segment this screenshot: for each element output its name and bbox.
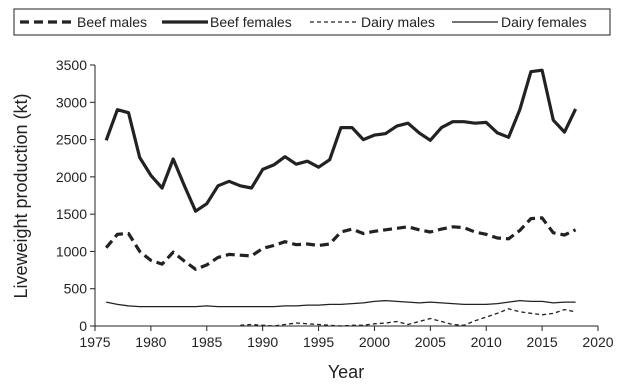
y-tick-label: 2000 [56,169,87,185]
y-ticks: 0 500 1000 1500 2000 2500 3000 3500 [56,57,95,334]
y-axis: 0 500 1000 1500 2000 2500 3000 3500 [56,57,96,334]
x-tick-label: 2020 [582,334,613,350]
x-tick-label: 2010 [471,334,502,350]
legend-label-beef-males: Beef males [77,14,147,30]
legend-entry-dairy-males: Dairy males [310,14,435,30]
x-tick-label: 1980 [135,334,166,350]
legend: Beef males Beef females Dairy males Dair… [13,8,611,36]
series-line-beef-females [104,68,578,213]
y-tick-label: 3500 [56,57,87,73]
y-tick-label: 0 [79,318,87,334]
legend-label-beef-females: Beef females [210,14,292,30]
y-axis-title: Liveweight production (kt) [11,93,31,298]
x-axis-title: Year [328,362,364,382]
series-line-beef-males [104,216,577,271]
x-tick-label: 1995 [303,334,334,350]
x-tick-label: 2015 [527,334,558,350]
series-layer [104,68,578,327]
x-tick-label: 2000 [359,334,390,350]
series-line-dairy-females [106,299,576,308]
series-line-dairy-males [240,308,576,327]
x-axis: 1975 1980 1985 1990 1995 2000 2005 2010 2015 2020 [79,325,614,350]
legend-entry-dairy-females: Dairy females [452,14,587,30]
x-ticks: 1975 1980 1985 1990 1995 2000 2005 2010 2015 2020 [79,326,614,350]
legend-entry-beef-males: Beef males [20,14,147,30]
y-tick-label: 2500 [56,132,87,148]
y-tick-label: 500 [64,281,88,297]
y-tick-label: 1500 [56,206,87,222]
legend-label-dairy-males: Dairy males [361,14,435,30]
x-tick-label: 2005 [415,334,446,350]
x-tick-label: 1975 [79,334,110,350]
x-tick-label: 1990 [247,334,278,350]
x-tick-label: 1985 [191,334,222,350]
legend-entry-beef-females: Beef females [162,14,292,30]
legend-label-dairy-females: Dairy females [501,14,587,30]
y-tick-label: 1000 [56,243,87,259]
y-tick-label: 3000 [56,94,87,110]
